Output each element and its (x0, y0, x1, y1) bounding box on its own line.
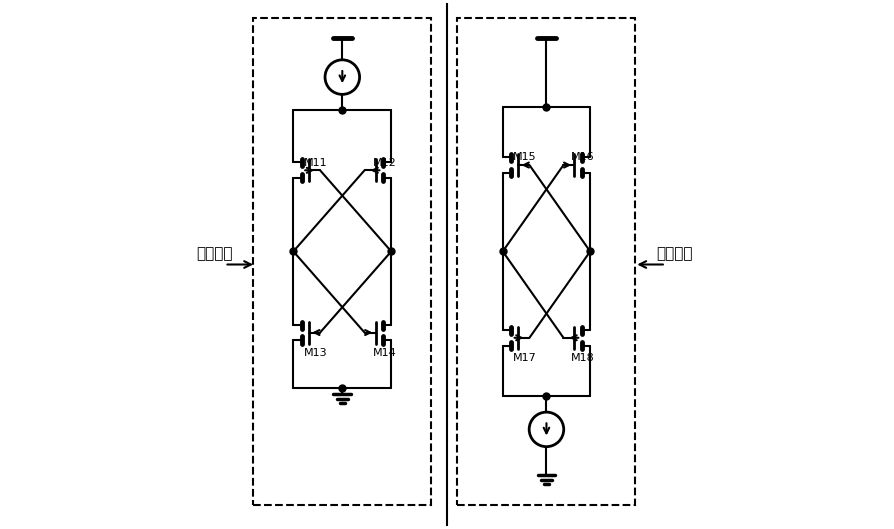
Text: 负阵网络: 负阵网络 (656, 247, 693, 261)
Text: M14: M14 (373, 348, 396, 358)
Text: M13: M13 (304, 348, 327, 358)
Text: M16: M16 (571, 152, 595, 162)
Text: M15: M15 (513, 152, 536, 162)
Text: M17: M17 (513, 353, 536, 363)
Text: M12: M12 (373, 158, 396, 168)
Text: M18: M18 (571, 353, 595, 363)
Text: 负阵网络: 负阵网络 (196, 247, 232, 261)
Text: M11: M11 (304, 158, 327, 168)
